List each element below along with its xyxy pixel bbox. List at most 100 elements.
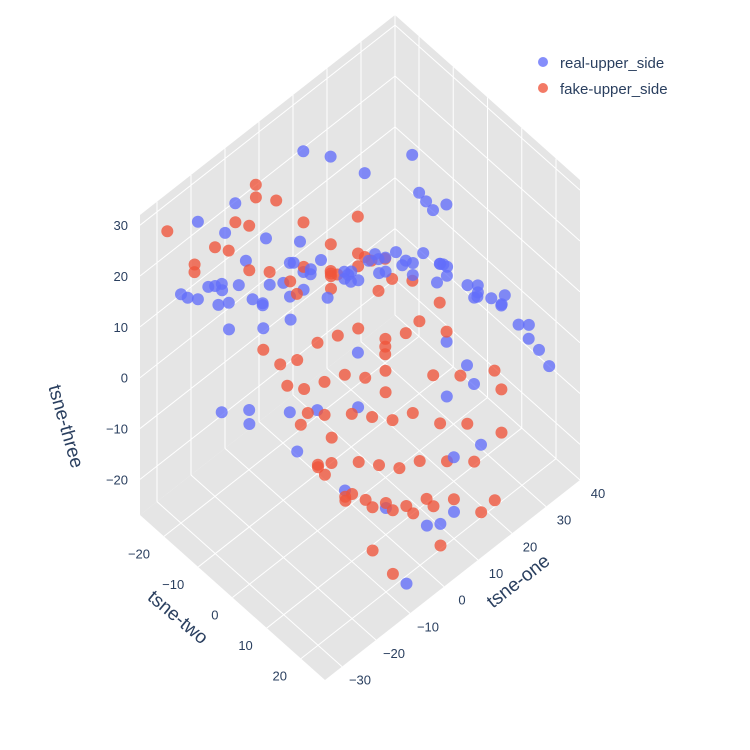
point-fake-upper-side [318,375,331,388]
point-real-upper-side [215,406,228,419]
point-real-upper-side [373,267,386,280]
point-fake-upper-side [379,332,392,345]
point-fake-upper-side [366,501,379,514]
point-real-upper-side [471,286,484,299]
y-tick-label: 0 [211,608,218,623]
point-fake-upper-side [284,275,297,288]
point-real-upper-side [420,195,433,208]
x-tick-label: −30 [349,673,371,688]
point-real-upper-side [440,390,453,403]
point-real-upper-side [522,318,535,331]
point-real-upper-side [246,293,259,306]
point-fake-upper-side [386,567,399,580]
point-fake-upper-side [434,539,447,552]
z-tick-label: −10 [106,422,128,437]
x-tick-label: 30 [557,513,571,528]
grid-z-wall-y [139,75,396,277]
z-tick-label: 20 [114,269,128,284]
point-fake-upper-side [324,238,337,251]
point-fake-upper-side [331,329,344,342]
grid-y-floor [197,366,454,568]
point-fake-upper-side [290,287,303,300]
point-real-upper-side [260,232,272,245]
point-fake-upper-side [352,247,364,260]
point-real-upper-side [321,291,334,304]
point-fake-upper-side [488,494,501,507]
point-fake-upper-side [188,258,201,271]
point-fake-upper-side [318,468,331,481]
point-real-upper-side [475,438,487,451]
point-fake-upper-side [434,417,447,430]
point-real-upper-side [447,451,460,464]
grid-z-wall-y [139,177,396,379]
point-real-upper-side [294,235,306,248]
point-fake-upper-side [393,462,406,475]
point-fake-upper-side [243,264,256,277]
point-real-upper-side [362,254,375,267]
point-real-upper-side [461,359,473,372]
point-fake-upper-side [379,386,392,399]
point-real-upper-side [400,577,413,590]
point-fake-upper-side [209,241,221,254]
point-fake-upper-side [325,457,338,469]
legend[interactable]: real-upper_side fake-upper_side [538,55,668,98]
point-real-upper-side [243,404,256,416]
point-fake-upper-side [454,369,467,382]
point-real-upper-side [461,279,474,292]
point-real-upper-side [297,145,310,158]
point-real-upper-side [406,257,419,269]
point-fake-upper-side [318,408,331,421]
point-real-upper-side [232,279,245,292]
point-fake-upper-side [407,507,420,520]
point-fake-upper-side [461,417,474,430]
grid-z-wall-x [394,279,581,445]
point-fake-upper-side [406,407,419,419]
point-real-upper-side [413,186,426,199]
point-real-upper-side [417,247,430,260]
point-real-upper-side [495,298,508,311]
point-real-upper-side [485,292,498,305]
point-fake-upper-side [274,358,287,371]
legend-item-real[interactable]: real-upper_side [538,55,664,72]
point-fake-upper-side [345,407,358,420]
legend-item-fake[interactable]: fake-upper_side [538,81,668,98]
legend-marker-fake [538,83,548,93]
point-fake-upper-side [161,225,174,238]
point-real-upper-side [379,251,392,264]
point-real-upper-side [434,517,447,530]
point-real-upper-side [284,313,297,326]
point-fake-upper-side [440,325,453,338]
point-fake-upper-side [413,455,426,467]
point-fake-upper-side [372,284,385,297]
grid-z-wall-x [394,126,581,293]
point-real-upper-side [223,323,235,336]
point-fake-upper-side [249,178,262,191]
point-real-upper-side [427,204,439,217]
y-tick-label: −20 [128,546,150,561]
point-fake-upper-side [366,411,379,423]
point-real-upper-side [448,505,460,518]
point-real-upper-side [191,293,204,306]
point-real-upper-side [191,215,204,228]
point-real-upper-side [543,360,556,373]
point-real-upper-side [358,167,371,180]
legend-label-real: real-upper_side [560,55,664,72]
point-real-upper-side [216,284,229,297]
point-real-upper-side [440,269,453,282]
point-real-upper-side [431,276,443,289]
point-real-upper-side [219,226,232,239]
point-real-upper-side [256,299,269,312]
point-real-upper-side [324,150,337,163]
point-real-upper-side [440,335,453,348]
grid-z-wall-x [394,75,581,242]
point-fake-upper-side [249,191,262,204]
point-real-upper-side [212,298,225,311]
point-fake-upper-side [270,194,283,207]
point-real-upper-side [390,246,402,259]
point-real-upper-side [522,332,535,345]
point-fake-upper-side [281,379,294,392]
point-fake-upper-side [339,494,352,507]
x-tick-label: 10 [489,566,503,581]
point-fake-upper-side [352,322,365,335]
point-fake-upper-side [243,219,256,232]
